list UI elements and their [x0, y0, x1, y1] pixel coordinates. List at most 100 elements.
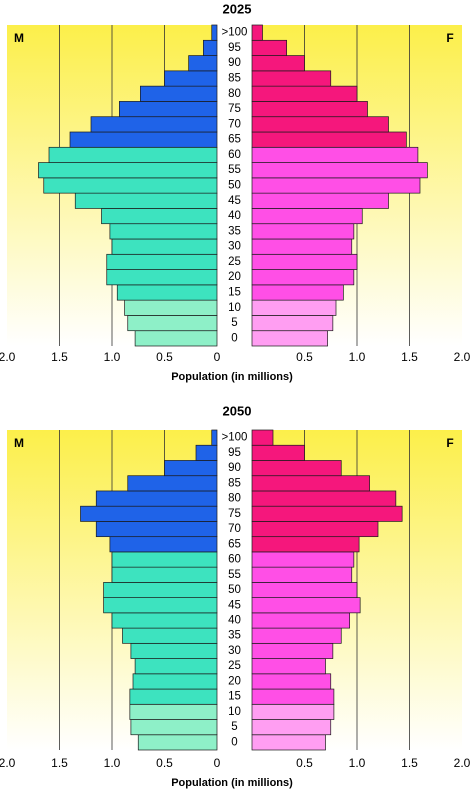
male-bar	[129, 703, 218, 720]
age-label: 45	[228, 195, 241, 207]
female-bar	[251, 460, 342, 477]
male-bar	[90, 116, 218, 133]
female-bar	[251, 284, 344, 301]
age-label: 40	[228, 210, 241, 222]
age-label: 20	[228, 675, 241, 687]
male-bar	[188, 55, 218, 72]
age-label: 60	[228, 554, 241, 566]
female-bar	[251, 146, 419, 163]
x-tick-label: 1.5	[51, 756, 68, 770]
male-bar	[111, 612, 218, 629]
male-bar	[80, 505, 218, 522]
age-label: 80	[228, 493, 241, 505]
age-label: 75	[228, 508, 241, 520]
x-axis-title: Population (in millions)	[171, 777, 293, 789]
female-bar	[251, 177, 421, 194]
female-bar	[251, 719, 332, 736]
age-label: 15	[228, 691, 241, 703]
male-bar	[124, 299, 218, 316]
male-label: M	[14, 436, 24, 450]
female-label: F	[446, 436, 453, 450]
male-bar	[129, 688, 218, 705]
male-bar	[211, 429, 218, 446]
female-bar	[251, 673, 332, 690]
age-label: 45	[228, 599, 241, 611]
age-label: 70	[228, 118, 241, 130]
age-label: 0	[231, 332, 237, 344]
x-tick-label: 2.0	[454, 350, 471, 364]
chart-title: 2025	[223, 1, 252, 16]
age-label: 25	[228, 256, 241, 268]
age-label: 70	[228, 523, 241, 535]
male-bar	[132, 673, 218, 690]
male-bar	[38, 162, 218, 179]
age-label: 5	[231, 317, 237, 329]
male-bar	[69, 131, 218, 148]
male-bar	[111, 238, 218, 255]
male-bar	[109, 223, 218, 240]
x-tick-label: 0.5	[296, 350, 313, 364]
x-tick-label: 0	[214, 350, 221, 364]
male-bar	[127, 315, 218, 332]
age-label: 90	[228, 57, 241, 69]
male-label: M	[14, 31, 24, 45]
male-bar	[211, 24, 218, 41]
male-bar	[164, 70, 218, 87]
age-label: 95	[228, 42, 241, 54]
chart-title: 2050	[223, 403, 252, 418]
female-bar	[251, 39, 288, 56]
age-label: 85	[228, 477, 241, 489]
male-bar	[195, 444, 218, 461]
male-bar	[122, 627, 218, 644]
male-bar	[134, 330, 218, 347]
age-label: 30	[228, 241, 241, 253]
female-bar	[251, 162, 428, 179]
male-bar	[103, 582, 218, 598]
male-bar	[95, 521, 218, 538]
pyramid-2025: 2025051015202530354045505560657075808590…	[0, 1, 471, 382]
male-bar	[48, 146, 218, 163]
x-tick-label: 1.0	[104, 756, 121, 770]
male-bar	[127, 475, 218, 492]
male-bar	[111, 551, 218, 568]
age-label: 35	[228, 630, 241, 642]
female-bar	[251, 238, 353, 255]
age-label: 30	[228, 645, 241, 657]
female-label: F	[446, 31, 453, 45]
female-bar	[251, 24, 263, 41]
female-bar	[251, 131, 407, 148]
female-bar	[251, 330, 328, 347]
x-tick-label: 1.0	[104, 350, 121, 364]
female-bar	[251, 612, 351, 629]
female-bar	[251, 688, 335, 705]
age-label: 50	[228, 180, 241, 192]
age-label: 20	[228, 271, 241, 283]
female-bar	[251, 658, 326, 675]
female-bar	[251, 703, 335, 720]
x-tick-label: 1.0	[349, 350, 366, 364]
male-bar	[130, 719, 218, 736]
age-label: 50	[228, 584, 241, 596]
age-label: 60	[228, 149, 241, 161]
male-bar	[140, 85, 218, 102]
female-bar	[251, 253, 358, 270]
age-label: 25	[228, 660, 241, 672]
x-tick-label: 0	[214, 756, 221, 770]
female-bar	[251, 208, 363, 225]
x-tick-label: 2.0	[0, 350, 16, 364]
age-label: 10	[228, 302, 241, 314]
female-bar	[251, 116, 389, 133]
male-bar	[118, 101, 218, 118]
male-bar	[43, 177, 218, 194]
age-label: 40	[228, 615, 241, 627]
x-axis-title: Population (in millions)	[171, 371, 293, 383]
male-bar	[134, 658, 218, 675]
x-tick-label: 0.5	[296, 756, 313, 770]
age-label: 90	[228, 462, 241, 474]
x-tick-label: 1.0	[349, 756, 366, 770]
female-bar	[251, 505, 403, 522]
male-bar	[101, 208, 218, 225]
age-label: 55	[228, 569, 241, 581]
